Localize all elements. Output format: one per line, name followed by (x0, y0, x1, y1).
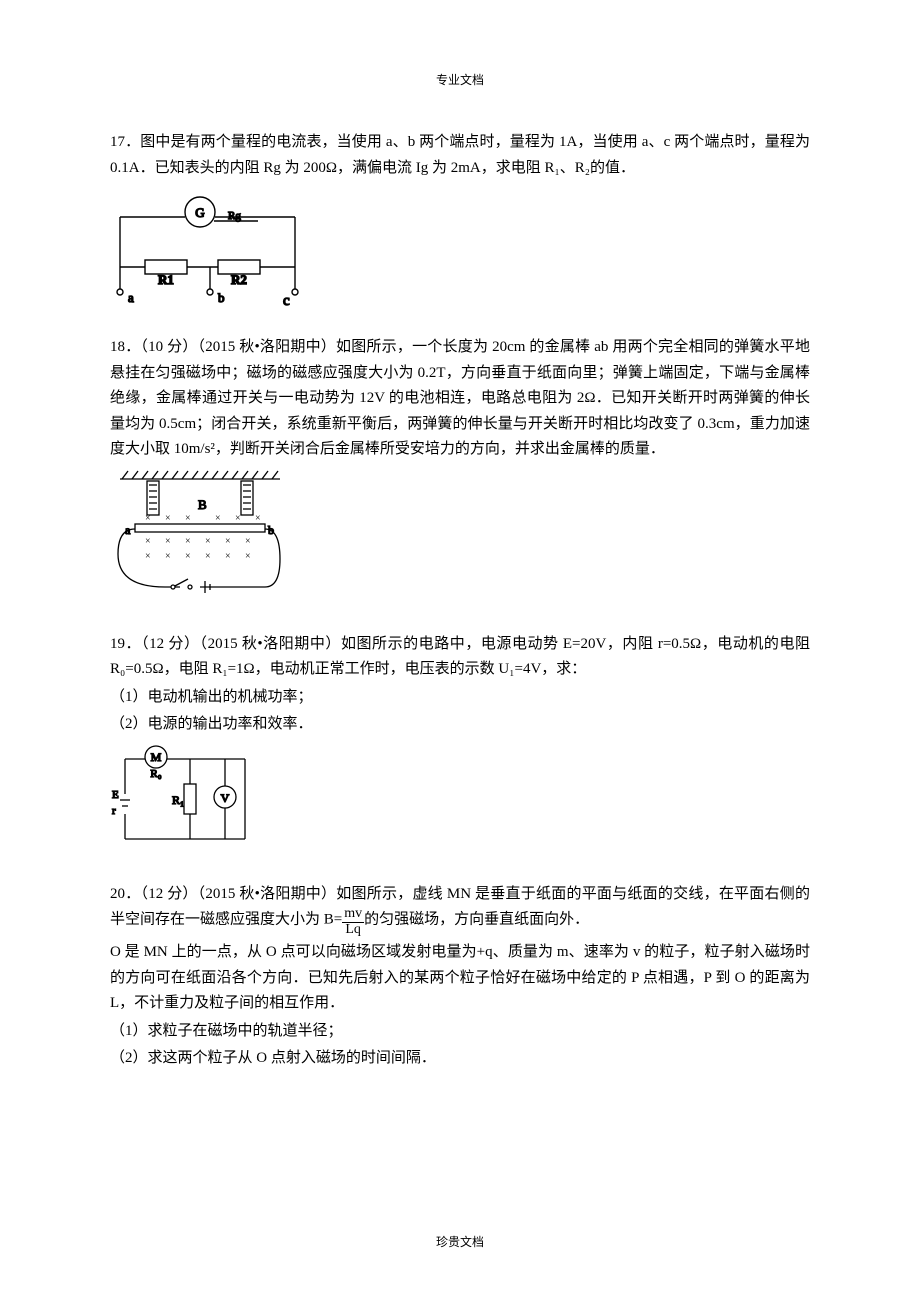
svg-text:×: × (215, 513, 221, 524)
problem-19-text: 19．（12 分）（2015 秋•洛阳期中）如图所示的电路中，电源电动势 E=2… (110, 632, 810, 683)
problem-20-text2: O 是 MN 上的一点，从 O 点可以向磁场区域发射电量为+q、质量为 m、速率… (110, 940, 810, 1017)
frac-num: mv (342, 907, 364, 923)
label-c: c (283, 293, 290, 307)
page-header: 专业文档 (110, 70, 810, 90)
problem-19-sub1: （1）电动机输出的机械功率； (110, 685, 810, 711)
label-a: a (128, 290, 134, 305)
label-r1: R₁ (172, 793, 184, 807)
svg-text:×: × (145, 551, 151, 562)
fraction: mvLq (342, 907, 364, 938)
svg-text:×: × (165, 536, 171, 547)
svg-text:×: × (185, 536, 191, 547)
problem-19-figure: M R₀ E r R₁ V (110, 744, 810, 854)
problem-18: 18．（10 分）（2015 秋•洛阳期中）如图所示，一个长度为 20cm 的金… (110, 335, 810, 604)
problem-17: 17．图中是有两个量程的电流表，当使用 a、b 两个端点时，量程为 1A，当使用… (110, 130, 810, 307)
label-r2: R2 (231, 272, 247, 287)
label-r0: R₀ (150, 768, 161, 780)
problem-17-text: 17．图中是有两个量程的电流表，当使用 a、b 两个端点时，量程为 1A，当使用… (110, 130, 810, 181)
svg-text:×: × (225, 551, 231, 562)
svg-text:×: × (245, 536, 251, 547)
label-m: M (151, 750, 162, 764)
svg-text:×: × (145, 513, 151, 524)
frac-den: Lq (343, 923, 363, 938)
page-footer: 珍贵文档 (0, 1232, 920, 1252)
problem-17-figure: G Rg R1 R2 (110, 187, 810, 307)
svg-text:×: × (205, 551, 211, 562)
problem-20-text1b: 的匀强磁场，方向垂直纸面向外． (364, 912, 589, 928)
svg-text:×: × (225, 536, 231, 547)
label-g: G (195, 205, 204, 220)
label-b: b (218, 290, 225, 305)
problem-20-text1: 20．（12 分）（2015 秋•洛阳期中）如图所示，虚线 MN 是垂直于纸面的… (110, 882, 810, 938)
label-Bfield: B (198, 497, 207, 512)
svg-text:×: × (145, 536, 151, 547)
svg-text:×: × (185, 513, 191, 524)
problem-18-text: 18．（10 分）（2015 秋•洛阳期中）如图所示，一个长度为 20cm 的金… (110, 335, 810, 463)
svg-text:×: × (235, 513, 241, 524)
page: 专业文档 17．图中是有两个量程的电流表，当使用 a、b 两个端点时，量程为 1… (0, 0, 920, 1302)
label-rg: Rg (228, 210, 241, 222)
svg-text:×: × (205, 536, 211, 547)
svg-text:×: × (185, 551, 191, 562)
label-e: E (112, 789, 119, 801)
problem-19: 19．（12 分）（2015 秋•洛阳期中）如图所示的电路中，电源电动势 E=2… (110, 632, 810, 854)
svg-text:×: × (245, 551, 251, 562)
label-r: r (112, 805, 116, 817)
svg-text:×: × (165, 513, 171, 524)
label-v: V (221, 791, 230, 805)
problem-19-sub2: （2）电源的输出功率和效率． (110, 712, 810, 738)
svg-text:×: × (165, 551, 171, 562)
problem-20: 20．（12 分）（2015 秋•洛阳期中）如图所示，虚线 MN 是垂直于纸面的… (110, 882, 810, 1072)
problem-18-figure: a b B ××× ××× ××× ××× ××× ××× (110, 469, 810, 604)
problem-20-sub2: （2）求这两个粒子从 O 点射入磁场的时间间隔． (110, 1046, 810, 1072)
problem-20-sub1: （1）求粒子在磁场中的轨道半径； (110, 1019, 810, 1045)
svg-text:×: × (255, 513, 261, 524)
label-r1: R1 (158, 272, 174, 287)
